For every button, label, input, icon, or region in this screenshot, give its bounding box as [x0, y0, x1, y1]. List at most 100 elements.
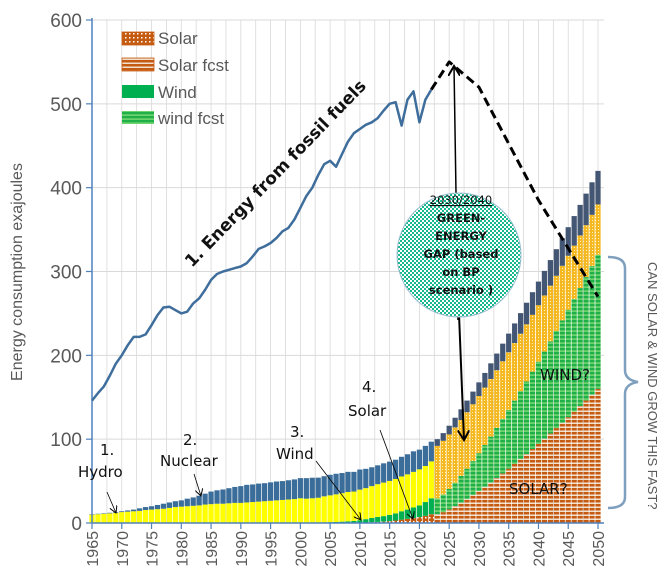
bar-nuclear-other: [107, 512, 113, 514]
bar-wind-fcst: [565, 309, 571, 418]
bar-other-fcst: [500, 361, 506, 420]
bar-hydro: [125, 511, 131, 523]
bar-solar-fcst: [470, 495, 476, 523]
bar-other-fcst: [470, 404, 476, 462]
bar-nuclear-other: [387, 461, 393, 481]
bar-wind-fcst: [482, 445, 488, 487]
bar-wind: [351, 520, 357, 523]
bar-nuclear-other: [303, 478, 309, 499]
gap-circle: [396, 192, 522, 318]
annotation-solar-label: Solar: [348, 402, 387, 420]
bar-hydro: [321, 496, 327, 523]
bar-wind: [345, 521, 351, 523]
bar-wind-fcst: [506, 409, 512, 469]
bar-hydro: [357, 489, 363, 521]
x-tick-label: 2015: [383, 531, 400, 567]
bar-wind-fcst: [452, 482, 458, 507]
bar-hydro: [154, 509, 161, 523]
x-tick-label: 2030: [472, 531, 489, 567]
bar-hydro: [428, 461, 434, 499]
bar-hydro: [137, 510, 143, 523]
bar-wind: [369, 517, 375, 523]
bar-wind-fcst: [571, 298, 577, 412]
bar-wind-fcst: [595, 254, 601, 389]
bar-solar: [428, 514, 434, 523]
bar-hydro: [184, 506, 190, 523]
bar-other-fcst: [440, 440, 446, 495]
bar-solar-fcst: [517, 459, 524, 523]
bar-nuclear-other: [178, 500, 184, 507]
bar-nuclear-other: [398, 456, 405, 477]
bar-nuclear-other: [208, 491, 214, 505]
bar-nuclear-other: [345, 471, 351, 492]
bar-other-fcst: [434, 445, 440, 499]
bar-hydro: [244, 502, 250, 523]
bar-nuclear-other: [137, 508, 143, 511]
y-tick-label: 500: [50, 95, 82, 116]
bar-solar-fcst: [535, 443, 542, 523]
bar-gap-fcst: [541, 270, 548, 296]
bar-other-fcst: [529, 314, 536, 372]
bar-nuclear-other: [190, 497, 196, 506]
annotation-nuclear-number: 2.: [183, 431, 197, 449]
bar-solar-fcst: [488, 482, 494, 523]
bar-gap-fcst: [500, 343, 506, 362]
x-tick-label: 1980: [174, 531, 191, 567]
bar-solar-fcst: [464, 498, 470, 523]
annotation-fossil-fuels: 1. Energy from fossil fuels: [181, 76, 370, 271]
annotation-solar-number: 4.: [362, 378, 376, 396]
bar-other-fcst: [583, 225, 589, 278]
x-tick-label: 2020: [412, 531, 429, 567]
bar-wind-fcst: [476, 453, 482, 492]
bar-solar-fcst: [458, 502, 464, 523]
bar-other-fcst: [476, 396, 482, 454]
bar-solar: [404, 518, 411, 523]
bar-hydro: [214, 503, 220, 523]
bar-solar-fcst: [541, 438, 548, 523]
bar-solar-fcst: [452, 506, 458, 523]
bar-nuclear-other: [428, 441, 434, 462]
bar-nuclear-other: [375, 465, 381, 485]
bar-solar: [416, 517, 423, 523]
bar-hydro: [339, 493, 345, 522]
y-tick-label: 600: [50, 11, 82, 32]
legend-label-solar-fcst: Solar fcst: [158, 56, 229, 75]
bar-gap-fcst: [440, 433, 446, 441]
bar-nuclear-other: [297, 478, 303, 499]
bar-nuclear-other: [291, 479, 298, 500]
bar-hydro: [131, 511, 137, 523]
bar-wind-fcst: [559, 320, 565, 423]
bar-hydro: [410, 471, 417, 508]
x-tick-label: 2035: [502, 531, 519, 567]
bar-nuclear-other: [410, 451, 417, 472]
bar-nuclear-other: [184, 498, 190, 507]
bar-gap-fcst: [529, 292, 536, 315]
bar-solar-fcst: [529, 449, 536, 523]
annotation-solar: 4. Solar: [348, 378, 413, 519]
bar-solar-fcst: [565, 417, 571, 523]
series-lines: [91, 60, 600, 402]
bar-wind-fcst: [464, 468, 470, 499]
annotation-can-grow: CAN SOLAR & WIND GROW THIS FAST?: [645, 262, 660, 510]
bar-other-fcst: [517, 333, 524, 392]
bar-hydro: [291, 499, 298, 523]
bar-nuclear-other: [250, 484, 256, 503]
bar-hydro: [262, 501, 268, 523]
bar-wind-fcst: [434, 498, 440, 515]
bar-gap-fcst: [583, 193, 589, 226]
bar-nuclear-other: [238, 486, 244, 503]
annotation-wind-arrow: [315, 460, 361, 520]
bar-hydro: [256, 501, 262, 523]
bar-hydro: [327, 495, 333, 523]
bar-gap-fcst: [512, 323, 518, 344]
x-tick-label: 1965: [85, 531, 102, 567]
bar-nuclear-other: [214, 490, 220, 504]
bar-hydro: [363, 488, 369, 520]
bar-solar: [398, 519, 405, 523]
bar-nuclear-other: [333, 473, 339, 495]
bar-hydro: [345, 491, 351, 522]
bar-nuclear-other: [357, 469, 363, 490]
bar-gap-fcst: [577, 204, 583, 236]
bar-other-fcst: [482, 387, 488, 446]
